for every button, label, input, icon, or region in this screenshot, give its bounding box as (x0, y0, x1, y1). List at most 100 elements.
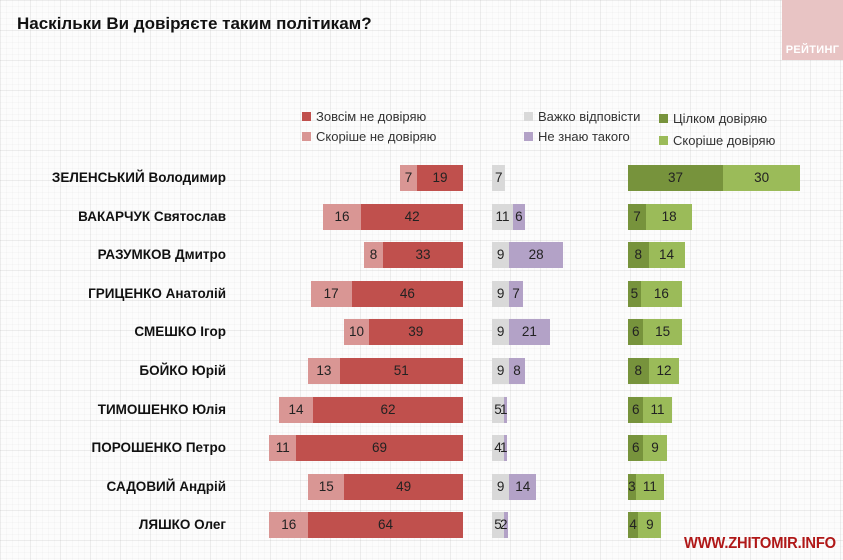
bar-rather-trust: 11 (635, 474, 664, 500)
data-label: 33 (415, 247, 431, 262)
bar-fully-trust: 3 (628, 474, 636, 500)
bar-rather-distrust: 17 (310, 281, 352, 307)
data-label: 9 (496, 247, 505, 262)
data-label: 14 (288, 402, 304, 417)
politician-name: ЗЕЛЕНСЬКИЙ Володимир (51, 170, 226, 185)
bar-unknown: 1 (500, 397, 508, 423)
bar-unknown: 8 (509, 358, 525, 384)
legend-swatch (659, 114, 668, 123)
data-label: 6 (631, 324, 640, 339)
legend-item-rather-distrust: Скоріше не довіряю (302, 129, 436, 144)
bar-rather-trust: 12 (648, 358, 680, 384)
legend-swatch (659, 136, 668, 145)
data-label: 46 (399, 286, 415, 301)
legend-label: Важко відповісти (538, 109, 641, 124)
bar-strong-distrust: 39 (368, 319, 463, 345)
data-label: 14 (515, 479, 531, 494)
bar-hard-to-say: 11 (492, 204, 514, 230)
bar-rather-distrust: 8 (363, 242, 384, 268)
data-label: 5 (630, 286, 639, 301)
legend-label: Скоріше довіряю (673, 133, 776, 148)
data-label: 17 (323, 286, 339, 301)
bar-hard-to-say: 5 (492, 512, 504, 538)
data-label: 16 (653, 286, 669, 301)
bar-hard-to-say: 4 (492, 435, 504, 461)
politician-name: ПОРОШЕНКО Петро (91, 440, 226, 455)
data-label: 16 (281, 517, 297, 532)
rating-badge: РЕЙТИНГ (782, 0, 843, 60)
bar-rather-trust: 18 (645, 204, 693, 230)
data-label: 49 (396, 479, 412, 494)
data-label: 15 (318, 479, 334, 494)
data-label: 4 (494, 440, 502, 455)
rating-badge-label: РЕЙТИНГ (785, 44, 840, 56)
bar-rather-distrust: 13 (308, 358, 340, 384)
bar-strong-distrust: 62 (312, 397, 463, 423)
data-label: 8 (634, 363, 643, 378)
bar-hard-to-say: 9 (492, 281, 510, 307)
legend-item-hard-to-say: Важко відповісти (524, 109, 640, 124)
data-label: 9 (496, 286, 505, 301)
data-label: 8 (369, 247, 378, 262)
bar-hard-to-say: 9 (492, 319, 510, 345)
data-label: 64 (378, 517, 394, 532)
bar-rather-distrust: 7 (400, 165, 418, 191)
bar-unknown: 21 (509, 319, 550, 345)
data-label: 7 (633, 209, 641, 224)
politician-name: САДОВИЙ Андрій (106, 479, 226, 494)
politician-name: ВАКАРЧУК Святослав (78, 209, 226, 224)
data-label: 11 (650, 402, 665, 417)
politician-name: ЛЯШКО Олег (138, 517, 226, 532)
bar-strong-distrust: 64 (308, 512, 463, 538)
legend-label: Зовсім не довіряю (316, 109, 427, 124)
legend-swatch (524, 112, 533, 121)
data-label: 15 (655, 324, 671, 339)
bar-rather-trust: 30 (723, 165, 801, 191)
bar-fully-trust: 8 (628, 358, 649, 384)
data-label: 11 (495, 209, 510, 224)
data-label: 69 (371, 440, 388, 455)
data-label: 7 (404, 170, 413, 185)
politician-name: БОЙКО Юрій (139, 363, 226, 378)
bar-strong-distrust: 33 (383, 242, 463, 268)
bar-strong-distrust: 46 (351, 281, 463, 307)
data-label: 4 (629, 517, 637, 532)
data-label: 42 (404, 209, 420, 224)
data-label: 2 (500, 517, 508, 532)
data-label: 39 (408, 324, 424, 339)
bar-hard-to-say: 7 (492, 165, 506, 191)
politician-name: ТИМОШЕНКО Юлія (97, 402, 226, 417)
legend-label: Не знаю такого (538, 129, 630, 144)
data-label: 13 (316, 363, 332, 378)
bar-hard-to-say: 9 (492, 474, 510, 500)
bar-rather-distrust: 16 (322, 204, 362, 230)
bar-fully-trust: 6 (628, 319, 644, 345)
bar-unknown: 7 (509, 281, 523, 307)
data-label: 21 (521, 324, 537, 339)
data-label: 37 (668, 170, 684, 185)
bar-fully-trust: 8 (628, 242, 649, 268)
bar-unknown: 14 (509, 474, 537, 500)
data-label: 5 (494, 402, 502, 417)
bar-rather-distrust: 11 (269, 435, 296, 461)
bar-unknown: 1 (500, 435, 508, 461)
bar-rather-distrust: 15 (308, 474, 345, 500)
data-label: 10 (348, 324, 365, 339)
bar-fully-trust: 37 (628, 165, 724, 191)
bar-rather-trust: 15 (643, 319, 682, 345)
data-label: 6 (631, 402, 640, 417)
data-label: 12 (656, 363, 672, 378)
bar-rather-distrust: 10 (344, 319, 369, 345)
legend-item-unknown: Не знаю такого (524, 129, 630, 144)
data-label: 7 (512, 286, 520, 301)
bar-hard-to-say: 9 (492, 242, 510, 268)
data-label: 30 (754, 170, 770, 185)
bar-strong-distrust: 49 (344, 474, 463, 500)
bar-fully-trust: 4 (628, 512, 639, 538)
chart-title: Наскільки Ви довіряєте таким політикам? (17, 14, 372, 33)
data-label: 9 (646, 517, 654, 532)
data-label: 6 (515, 209, 523, 224)
bar-fully-trust: 6 (628, 435, 644, 461)
data-label: 16 (334, 209, 350, 224)
data-label: 62 (380, 402, 396, 417)
